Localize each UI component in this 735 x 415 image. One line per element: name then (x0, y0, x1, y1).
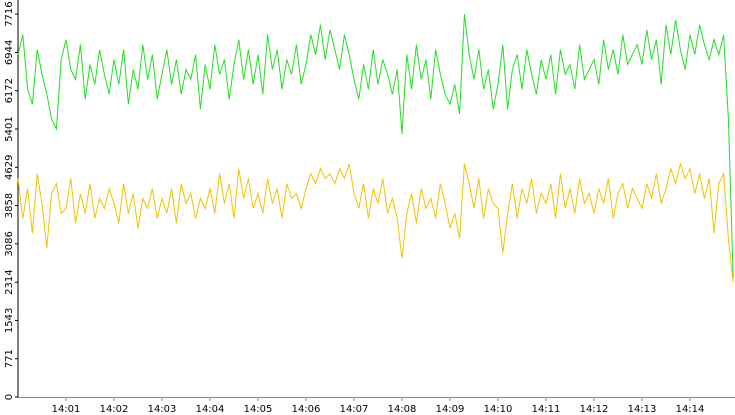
y-tick-label: 6172 (4, 78, 15, 103)
y-tick-label: 7716 (4, 1, 15, 26)
y-tick-label: 3858 (4, 193, 15, 218)
x-tick-label: 14:05 (244, 404, 273, 415)
y-tick-label: 771 (4, 349, 15, 368)
x-tick-label: 14:07 (340, 404, 369, 415)
y-tick-label: 5401 (4, 116, 15, 141)
x-tick-label: 14:02 (100, 404, 129, 415)
x-tick-label: 14:03 (148, 404, 177, 415)
y-tick-label: 4629 (4, 155, 15, 180)
x-tick-label: 14:08 (388, 404, 417, 415)
series-line (17, 14, 734, 278)
y-tick-label: 2314 (4, 269, 15, 294)
x-tick-label: 14:13 (628, 404, 657, 415)
x-tick-label: 14:14 (676, 404, 705, 415)
x-tick-label: 14:04 (196, 404, 225, 415)
y-tick-label: 1543 (4, 308, 15, 333)
x-tick-label: 14:10 (484, 404, 513, 415)
x-tick-label: 14:11 (532, 404, 561, 415)
x-tick-label: 14:12 (580, 404, 609, 415)
series-line (17, 161, 734, 283)
y-tick-label: 6944 (4, 40, 15, 65)
y-tick-label: 0 (4, 394, 15, 400)
y-tick-label: 3086 (4, 231, 15, 256)
x-tick-label: 14:06 (292, 404, 321, 415)
x-tick-label: 14:01 (52, 404, 81, 415)
x-tick-label: 14:09 (436, 404, 465, 415)
